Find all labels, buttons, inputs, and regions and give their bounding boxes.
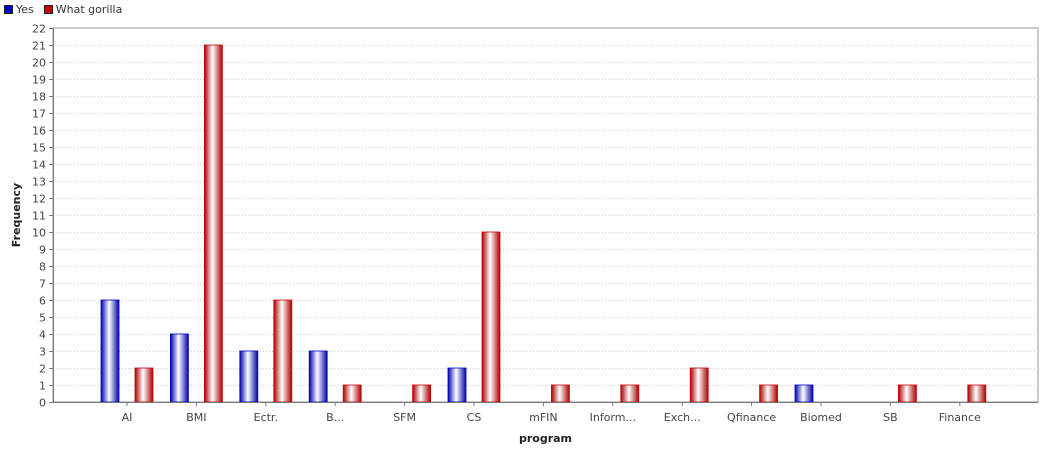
bar-what-gorilla xyxy=(412,384,432,403)
y-tick-label: 12 xyxy=(32,193,46,206)
y-tick-label: 0 xyxy=(39,397,46,410)
x-tick-label: B... xyxy=(326,411,344,424)
y-tick-label: 13 xyxy=(32,176,46,189)
x-tick-label: BMI xyxy=(186,411,206,424)
y-tick-label: 22 xyxy=(32,23,46,36)
bar-what-gorilla xyxy=(203,44,223,403)
legend-swatch-yes xyxy=(4,5,13,14)
grid-lines xyxy=(52,27,1039,403)
legend-item-yes: Yes xyxy=(4,3,34,16)
bar-what-gorilla xyxy=(620,384,640,403)
x-tick-label: SB xyxy=(883,411,898,424)
legend-label-what-gorilla: What gorilla xyxy=(55,3,123,16)
y-tick-label: 9 xyxy=(39,244,46,257)
bar-yes xyxy=(100,299,120,403)
legend-label-yes: Yes xyxy=(16,3,34,16)
bar-what-gorilla xyxy=(342,384,362,403)
bar-yes xyxy=(447,367,467,403)
x-tick-label: Ectr. xyxy=(254,411,278,424)
y-tick-label: 1 xyxy=(39,380,46,393)
y-tick-label: 8 xyxy=(39,261,46,274)
bar-yes xyxy=(794,384,814,403)
x-tick-label: Qfinance xyxy=(727,411,776,424)
x-tick-label: CS xyxy=(467,411,482,424)
y-tick-label: 6 xyxy=(39,295,46,308)
bar-what-gorilla xyxy=(273,299,293,403)
y-tick-label: 5 xyxy=(39,312,46,325)
y-tick-label: 17 xyxy=(32,108,46,121)
bar-what-gorilla xyxy=(481,231,501,403)
y-tick-label: 21 xyxy=(32,40,46,53)
bar-what-gorilla xyxy=(551,384,570,403)
y-tick-label: 20 xyxy=(32,57,46,70)
x-tick-label: AI xyxy=(122,411,133,424)
y-tick-label: 16 xyxy=(32,125,46,138)
x-tick-label: SFM xyxy=(393,411,416,424)
y-tick-label: 18 xyxy=(32,91,46,104)
y-tick-label: 11 xyxy=(32,210,46,223)
legend-swatch-what-gorilla xyxy=(43,5,53,14)
bar-yes xyxy=(239,350,259,403)
bar-what-gorilla xyxy=(134,367,154,403)
x-axis-title: program xyxy=(519,432,572,445)
y-tick-label: 7 xyxy=(39,278,46,291)
x-tick-label: Finance xyxy=(939,411,981,424)
y-tick-label: 19 xyxy=(32,74,46,87)
bar-what-gorilla xyxy=(967,384,987,403)
x-tick-label: Biomed xyxy=(800,411,842,424)
y-tick-label: 15 xyxy=(32,142,46,155)
y-axis-title: Frequency xyxy=(10,183,23,247)
x-tick-label: Inform... xyxy=(590,411,636,424)
bar-what-gorilla xyxy=(759,384,778,403)
legend: Yes What gorilla xyxy=(4,3,122,16)
y-tick-label: 4 xyxy=(39,329,46,342)
x-tick-label: mFIN xyxy=(529,411,558,424)
y-tick-label: 2 xyxy=(39,363,46,376)
y-tick-label: 10 xyxy=(32,227,46,240)
bars xyxy=(100,44,987,403)
y-tick-label: 14 xyxy=(32,159,46,172)
x-tick-label: Exch... xyxy=(664,411,701,424)
bar-yes xyxy=(308,350,328,403)
bar-what-gorilla xyxy=(689,367,709,403)
bar-yes xyxy=(169,333,189,403)
y-tick-label: 3 xyxy=(39,346,46,359)
legend-item-what-gorilla: What gorilla xyxy=(43,3,123,16)
bar-what-gorilla xyxy=(898,384,917,403)
